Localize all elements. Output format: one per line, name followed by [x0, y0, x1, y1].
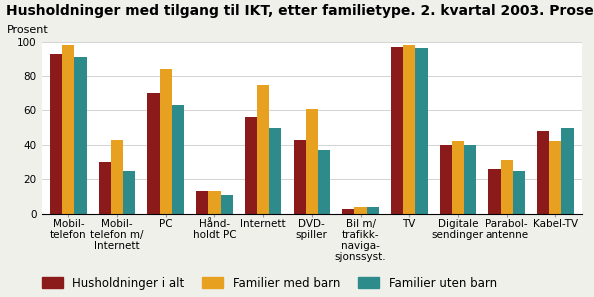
- Bar: [391, 47, 403, 214]
- Bar: [403, 45, 415, 214]
- Bar: [513, 171, 525, 214]
- Bar: [440, 145, 452, 214]
- Legend: Husholdninger i alt, Familier med barn, Familier uten barn: Husholdninger i alt, Familier med barn, …: [42, 277, 497, 290]
- Bar: [220, 195, 233, 214]
- Bar: [99, 162, 111, 214]
- Bar: [208, 192, 220, 214]
- Bar: [111, 140, 123, 214]
- Bar: [355, 207, 366, 214]
- Bar: [50, 54, 62, 214]
- Bar: [318, 150, 330, 214]
- Bar: [366, 207, 379, 214]
- Bar: [464, 145, 476, 214]
- Bar: [549, 141, 561, 214]
- Bar: [62, 45, 74, 214]
- Bar: [160, 69, 172, 214]
- Bar: [293, 140, 306, 214]
- Bar: [415, 48, 428, 214]
- Bar: [501, 160, 513, 214]
- Text: Husholdninger med tilgang til IKT, etter familietype. 2. kvartal 2003. Prosent: Husholdninger med tilgang til IKT, etter…: [6, 4, 594, 18]
- Text: Prosent: Prosent: [7, 25, 48, 35]
- Bar: [74, 57, 87, 214]
- Bar: [561, 128, 574, 214]
- Bar: [269, 128, 282, 214]
- Bar: [245, 117, 257, 214]
- Bar: [172, 105, 184, 214]
- Bar: [196, 192, 208, 214]
- Bar: [306, 109, 318, 214]
- Bar: [537, 131, 549, 214]
- Bar: [147, 93, 160, 214]
- Bar: [488, 169, 501, 214]
- Bar: [342, 209, 355, 214]
- Bar: [123, 171, 135, 214]
- Bar: [257, 85, 269, 214]
- Bar: [452, 141, 464, 214]
